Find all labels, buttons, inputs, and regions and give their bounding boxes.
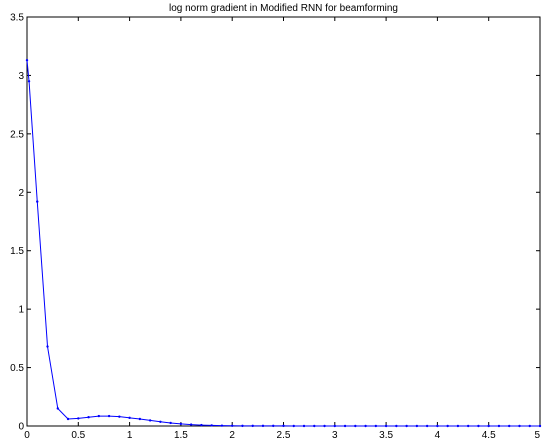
x-tick-label: 4.5	[482, 430, 496, 441]
data-point	[436, 424, 439, 428]
data-point	[138, 417, 142, 421]
data-point	[343, 424, 347, 428]
series-line	[26, 60, 540, 427]
data-point	[128, 416, 131, 420]
x-tick-label: 5	[534, 430, 540, 441]
x-tick-label: 0	[24, 430, 30, 441]
y-tick-label: 3	[18, 71, 24, 82]
y-tick-label: 3.5	[10, 13, 24, 24]
data-point	[272, 424, 275, 428]
data-point	[87, 416, 90, 419]
chart-title: log norm gradient in Modified RNN for be…	[169, 3, 398, 14]
data-point	[333, 424, 336, 428]
data-point	[354, 424, 357, 428]
x-tick-label: 1.5	[174, 430, 188, 441]
data-point	[395, 424, 398, 428]
data-point	[56, 407, 59, 410]
data-point	[323, 424, 326, 428]
data-point	[200, 423, 203, 427]
x-tick-label: 2	[229, 430, 235, 441]
data-point	[36, 200, 39, 203]
data-point	[159, 420, 162, 423]
y-tick-label: 2.5	[10, 129, 24, 140]
data-point	[66, 417, 70, 421]
data-point	[313, 424, 316, 428]
data-point	[241, 424, 244, 428]
x-tick-label: 3	[332, 430, 338, 441]
plot-frame	[26, 16, 541, 427]
data-point	[148, 419, 152, 422]
y-tick-label: 1.5	[10, 246, 24, 257]
y-tick-label: 1	[18, 305, 24, 316]
data-point	[261, 424, 265, 428]
data-point	[538, 424, 542, 428]
data-point	[231, 424, 234, 427]
x-tick-label: 3.5	[379, 430, 393, 441]
series-group	[25, 59, 542, 428]
data-point	[446, 424, 449, 428]
data-point	[384, 424, 388, 428]
data-point	[292, 424, 295, 428]
data-point	[466, 424, 470, 428]
data-point	[364, 424, 367, 428]
x-tick-label: 0.5	[71, 430, 85, 441]
data-point	[415, 424, 419, 428]
y-tick-label: 0.5	[10, 363, 24, 374]
data-point	[210, 424, 213, 427]
data-point	[220, 424, 224, 427]
data-point	[27, 80, 31, 83]
data-point	[477, 424, 480, 428]
data-point	[302, 424, 306, 428]
data-point	[425, 424, 429, 428]
data-point	[508, 424, 511, 428]
x-tick-label: 2.5	[277, 430, 291, 441]
data-point	[118, 415, 121, 418]
x-tick-label: 1	[127, 430, 133, 441]
data-point	[97, 414, 101, 418]
data-point	[528, 424, 531, 428]
axes: 0 0.5 1 1.5 2 2.5 3 3.5 4 4.5 5 0 0.5 1 1.5 2 2.5 3 3.5	[10, 13, 541, 441]
y-tick-label: 0	[18, 422, 24, 433]
data-point	[518, 424, 521, 428]
y-tick-label: 2	[18, 188, 24, 199]
data-point	[46, 345, 49, 348]
data-point	[487, 424, 490, 428]
x-tick-label: 4	[435, 430, 441, 441]
data-point	[179, 422, 183, 426]
data-point	[77, 417, 80, 420]
data-point	[456, 424, 460, 428]
data-point	[251, 424, 254, 428]
data-point	[25, 59, 29, 62]
data-point	[282, 424, 285, 428]
data-point	[374, 424, 378, 428]
data-point	[189, 423, 193, 426]
data-point	[497, 424, 501, 428]
data-point	[107, 414, 111, 418]
data-point	[169, 421, 172, 425]
data-point	[405, 424, 408, 428]
